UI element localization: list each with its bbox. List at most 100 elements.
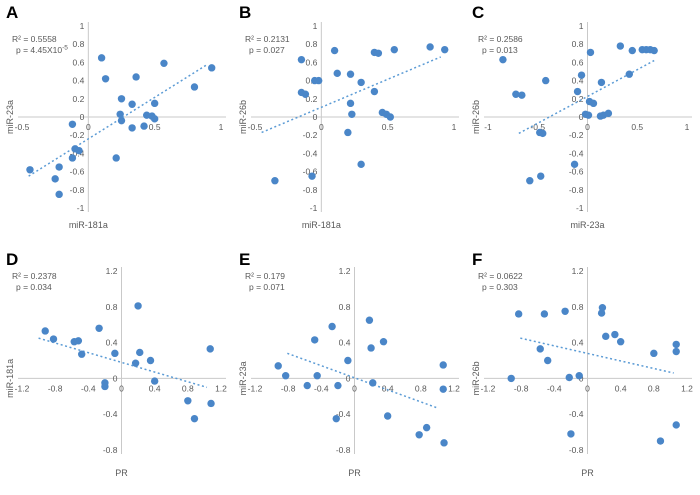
- x-tick-label: -1.2: [15, 383, 30, 393]
- y-tick-label: 1.2: [572, 266, 584, 276]
- data-point: [190, 83, 199, 91]
- scatter-plot-A: -0.500.5110.80.60.40.20-0.2-0.4-0.6-0.8-…: [5, 3, 226, 230]
- x-tick-label: 0: [319, 122, 324, 132]
- data-point: [95, 324, 103, 332]
- y-tick-label: 1: [313, 21, 318, 31]
- data-point: [536, 345, 544, 353]
- x-tick-label: 0.4: [382, 383, 394, 393]
- data-point: [584, 111, 593, 119]
- y-tick-label: 0.4: [106, 338, 118, 348]
- data-point: [117, 116, 126, 125]
- x-tick-label: 1: [685, 122, 690, 132]
- trend-line: [38, 337, 208, 389]
- data-points: [271, 43, 449, 185]
- data-point: [672, 347, 680, 356]
- data-point: [604, 109, 613, 118]
- p-value-annotation: p = 0.071: [249, 282, 285, 292]
- data-point: [415, 431, 423, 439]
- data-point: [274, 362, 282, 370]
- r-squared-annotation: R² = 0.179: [245, 271, 285, 281]
- y-tick-label: 0: [346, 373, 351, 383]
- data-point: [68, 120, 77, 128]
- y-tick-label: 1: [80, 21, 85, 31]
- data-point: [132, 73, 140, 81]
- y-tick-label: 0.4: [572, 338, 584, 348]
- data-point: [207, 399, 215, 408]
- x-tick-label: -0.5: [530, 122, 545, 132]
- x-tick-label: 1.2: [681, 383, 693, 393]
- data-point: [190, 414, 199, 423]
- data-point: [589, 99, 598, 108]
- y-tick-label: -0.4: [569, 148, 584, 158]
- scatter-plot-F: -1.2-0.8-0.400.40.81.21.20.80.40-0.4-0.8…: [471, 250, 693, 478]
- data-point: [308, 172, 316, 180]
- data-point: [346, 99, 355, 108]
- data-point: [422, 423, 431, 432]
- y-tick-label: -0.2: [303, 130, 318, 140]
- y-tick-label: 0.8: [339, 302, 351, 312]
- data-point: [357, 160, 365, 169]
- data-point: [97, 54, 106, 62]
- data-point: [374, 49, 383, 57]
- x-tick-label: 0: [352, 383, 357, 393]
- data-point: [311, 336, 319, 344]
- data-point: [136, 348, 144, 357]
- data-point: [117, 95, 126, 103]
- data-point: [567, 430, 575, 438]
- data-point: [544, 356, 552, 365]
- data-point: [602, 332, 610, 341]
- data-point: [332, 414, 340, 423]
- y-tick-label: 0.6: [572, 57, 584, 67]
- data-point: [146, 356, 155, 365]
- data-points: [26, 54, 216, 199]
- y-tick-label: -0.6: [303, 167, 318, 177]
- data-point: [344, 128, 352, 137]
- data-point: [616, 42, 625, 50]
- panel-letter: D: [6, 250, 18, 269]
- scatter-plot-E: -1.2 -0.8 -0.4 0 0.4 0.8 1.2 1.2 0.8 0.4 0 -0.4 -0.8…: [238, 250, 460, 478]
- scatter-plot-C: -1 -0.5 0 0.5 110.80.60.40.20-0.2-0.4-0.6-0.…: [471, 3, 692, 230]
- data-point: [383, 412, 392, 420]
- data-points: [499, 42, 658, 185]
- trend-line: [520, 337, 674, 374]
- r-squared-annotation: R² = 0.5558: [12, 34, 57, 44]
- x-tick-label: 0.5: [631, 122, 643, 132]
- data-point: [386, 113, 395, 121]
- p-value-annotation: p = 0.303: [482, 282, 518, 292]
- x-axis-title: miR-181a: [302, 220, 341, 230]
- data-point: [570, 160, 579, 169]
- r-squared-annotation: R² = 0.0622: [478, 271, 523, 281]
- y-tick-label: -0.8: [303, 185, 318, 195]
- data-point: [390, 45, 398, 54]
- data-point: [41, 327, 49, 335]
- data-point: [55, 163, 63, 171]
- x-tick-label: -1.2: [248, 383, 263, 393]
- x-tick-label: -0.4: [547, 383, 562, 393]
- panel-A: -0.500.5110.80.60.40.20-0.2-0.4-0.6-0.8-…: [0, 0, 233, 247]
- x-tick-label: 0.5: [149, 122, 161, 132]
- data-point: [334, 381, 342, 390]
- x-tick-label: 0.8: [182, 383, 194, 393]
- x-tick-label: -0.4: [81, 383, 96, 393]
- y-tick-label: -0.2: [569, 130, 584, 140]
- y-tick-label: -1: [310, 203, 318, 213]
- y-tick-label: 0.2: [572, 94, 584, 104]
- data-point: [575, 372, 583, 380]
- y-tick-label: 0: [113, 373, 118, 383]
- x-tick-label: -1.2: [481, 383, 496, 393]
- data-point: [650, 349, 658, 358]
- data-point: [313, 372, 321, 380]
- data-point: [348, 110, 356, 118]
- y-tick-label: -0.8: [569, 185, 584, 195]
- data-point: [628, 46, 636, 55]
- data-point: [55, 190, 63, 199]
- data-point: [507, 374, 515, 383]
- data-point: [357, 78, 365, 87]
- data-point: [426, 43, 434, 51]
- data-point: [140, 122, 148, 130]
- scatter-plot-D: -1.2 -0.8 -0.4 0 0.4 0.8 1.2 1.2 0.8 0.4 0 -0.4 -0.8…: [5, 250, 227, 478]
- data-point: [616, 338, 625, 346]
- data-point: [514, 310, 523, 318]
- r-squared-annotation: R² = 0.2378: [12, 271, 57, 281]
- y-tick-label: 0.6: [73, 57, 85, 67]
